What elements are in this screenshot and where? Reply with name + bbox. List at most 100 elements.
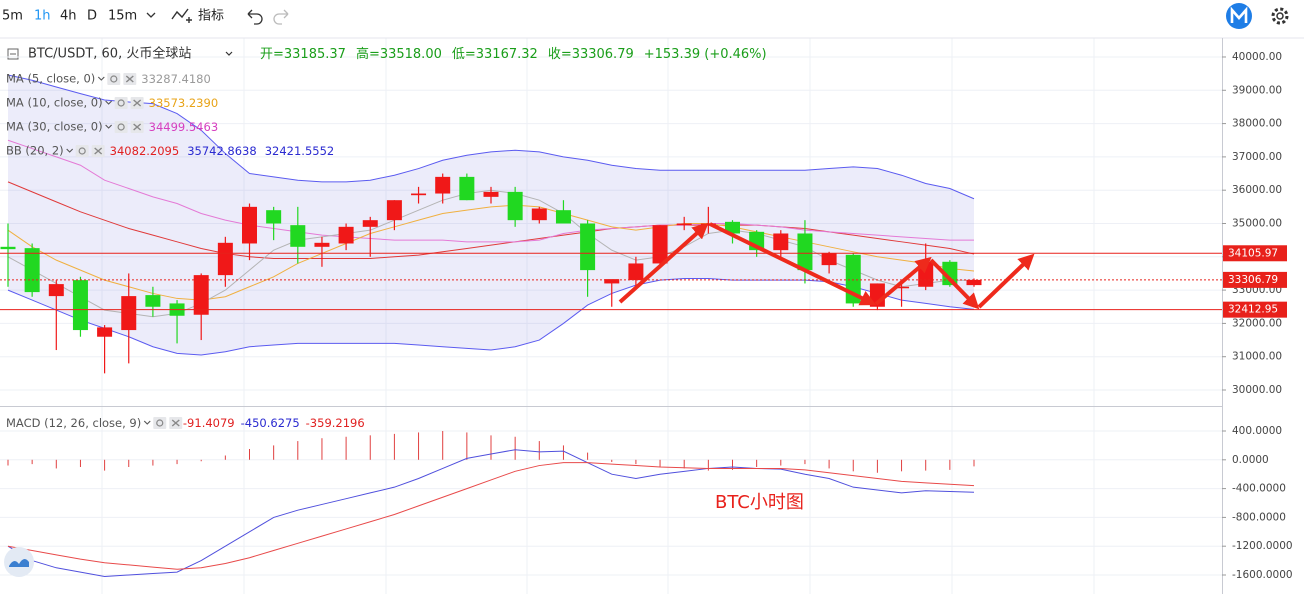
ohlc-change: +153.39 (+0.46%) <box>644 47 767 62</box>
indicator-value: 34082.2095 <box>110 144 180 158</box>
y-tick-label: -1600.0000 <box>1232 569 1293 581</box>
remove-x <box>133 99 142 107</box>
legend-icons <box>149 416 153 430</box>
indicator-line <box>7 204 975 301</box>
candle-body <box>435 176 451 194</box>
eye-icon <box>114 121 128 133</box>
indicator-icon[interactable] <box>171 8 192 23</box>
y-tick-label: -400.0000 <box>1232 483 1286 495</box>
price-label-box <box>1223 245 1287 262</box>
candle-body <box>362 220 378 227</box>
candle-body <box>580 223 596 271</box>
candle-body <box>386 200 402 221</box>
macd-legend: MACD (12, 26, close, 9) -91.4079 -450.627… <box>6 416 365 430</box>
dropdown-chevron <box>105 124 113 129</box>
indicator-value: 33287.4180 <box>141 72 211 86</box>
macd-line <box>7 462 975 570</box>
eye-pupil <box>156 419 164 427</box>
candle-body <box>193 275 209 315</box>
y-tick-label: 0.0000 <box>1232 454 1269 466</box>
y-tick-label: 31000.00 <box>1232 351 1282 363</box>
ohlc-open: 开=33185.37 <box>260 47 346 62</box>
ohlc-close: 收=33306.79 <box>548 47 634 62</box>
y-tick-label: 38000.00 <box>1232 118 1282 130</box>
remove-x <box>133 123 142 131</box>
undo[interactable] <box>247 9 263 25</box>
y-tick-label: 37000.00 <box>1232 151 1282 163</box>
candle-body <box>531 208 547 221</box>
remove-x <box>125 75 134 83</box>
candle-body <box>507 191 523 221</box>
indicator-value: 35742.8638 <box>187 144 257 158</box>
interval-5m[interactable]: 5m <box>2 9 23 24</box>
price-label: 34105.97 <box>1228 247 1278 259</box>
candle-body <box>314 242 330 247</box>
macd-title: MACD (12, 26, close, 9) <box>6 416 141 430</box>
symbol-title[interactable]: BTC/USDT, 60, 火币全球站 <box>28 46 191 62</box>
candle-body <box>338 226 354 244</box>
candle-body <box>797 233 813 271</box>
candle-body <box>72 280 88 331</box>
interval-1h[interactable]: 1h <box>34 9 51 24</box>
candle-body <box>894 286 910 289</box>
collapse-icon[interactable] <box>7 48 19 60</box>
price-label: 33306.79 <box>1228 274 1278 286</box>
candle-body <box>942 261 958 286</box>
eye-icon <box>153 417 167 429</box>
candle-body <box>145 295 161 307</box>
y-tick-label: 39000.00 <box>1232 84 1282 96</box>
macd-value: -450.6275 <box>241 416 300 430</box>
interval-dropdown[interactable] <box>146 12 156 18</box>
candle-body <box>290 225 306 247</box>
symbol-dropdown[interactable] <box>225 51 233 56</box>
eye-icon <box>75 145 89 157</box>
candle-body <box>266 210 282 224</box>
settings[interactable] <box>1271 7 1289 25</box>
price-label-box <box>1223 301 1287 318</box>
price-label: 32412.95 <box>1228 304 1278 316</box>
dropdown-chevron <box>143 420 151 425</box>
interval-4h[interactable]: 4h <box>60 9 77 24</box>
eye-icon <box>107 73 121 85</box>
indicator-name: BB (20, 2) <box>6 144 64 158</box>
logo[interactable] <box>1226 3 1252 29</box>
drawn-arrows <box>618 222 1035 310</box>
interval-15m[interactable]: 15m <box>108 9 137 24</box>
indicator-name: MA (10, close, 0) <box>6 96 103 110</box>
candle-body <box>966 279 982 286</box>
y-tick-label: 36000.00 <box>1232 184 1282 196</box>
eye-pupil <box>110 75 118 83</box>
y-tick-label: 35000.00 <box>1232 217 1282 229</box>
candle-body <box>48 284 64 297</box>
eye-pupil <box>117 123 125 131</box>
indicators-button[interactable]: 指标 <box>198 9 224 24</box>
candle-body <box>652 225 668 264</box>
band-fill <box>8 74 974 356</box>
candle-body <box>24 248 40 293</box>
indicator-name: MA (30, close, 0) <box>6 120 103 134</box>
y-tick-label: 400.0000 <box>1232 425 1282 437</box>
ohlc-low: 低=33167.32 <box>452 47 538 62</box>
candle-body <box>483 191 499 197</box>
y-tick-label: 40000.00 <box>1232 51 1282 63</box>
candle-body <box>121 296 137 331</box>
y-tick-label: -1200.0000 <box>1232 540 1293 552</box>
eye-pupil <box>78 147 86 155</box>
indicator-values: 34499.5463 <box>149 120 219 134</box>
interval-d[interactable]: D <box>87 9 97 24</box>
tv-logo[interactable] <box>4 547 34 577</box>
plot-layer <box>0 56 1222 577</box>
candle-body <box>242 206 257 244</box>
redo[interactable] <box>273 9 289 25</box>
candle-body <box>459 176 475 201</box>
macd-value: -91.4079 <box>183 416 235 430</box>
dropdown-chevron <box>97 76 105 81</box>
macd-value: -359.2196 <box>306 416 365 430</box>
candle-body <box>217 242 233 276</box>
candle-body <box>555 210 571 224</box>
indicator-values: 33573.2390 <box>149 96 219 110</box>
y-tick-label: 32000.00 <box>1232 317 1282 329</box>
indicator-values: 33287.4180 <box>141 72 211 86</box>
